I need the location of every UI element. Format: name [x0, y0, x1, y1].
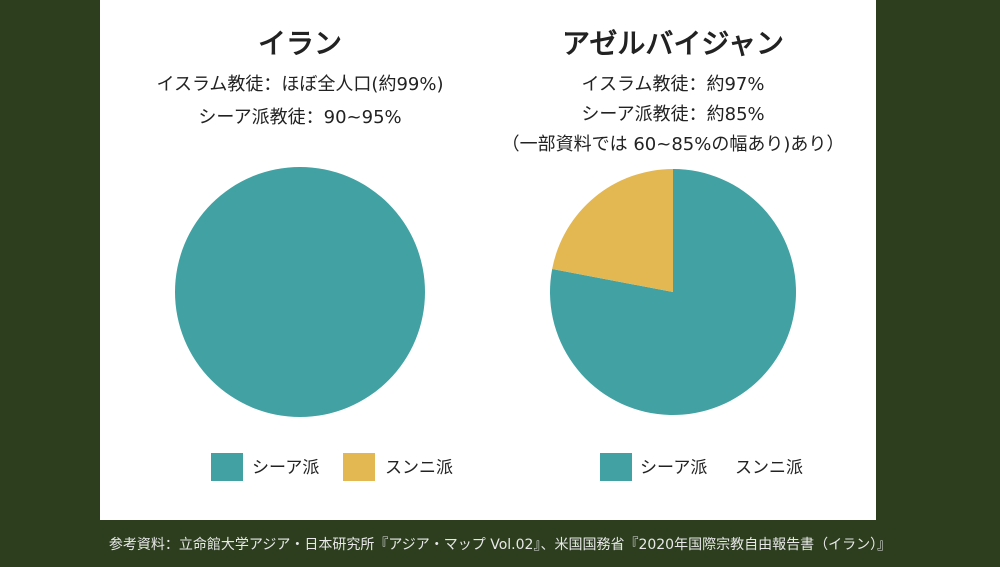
- subtitle: イスラム教徒：約97%: [582, 74, 765, 95]
- legend-swatch: [343, 453, 375, 481]
- legend-label: シーア派: [252, 458, 319, 478]
- pie-slice: [175, 167, 425, 417]
- legend-label: スンニ派: [735, 458, 803, 478]
- legend-label: スンニ派: [385, 458, 453, 478]
- subtitle: イスラム教徒：ほぼ全人口(約99%): [157, 74, 444, 95]
- legend-swatch: [600, 453, 632, 481]
- source-note: 参考資料：立命館大学アジア・日本研究所『アジア・マップ Vol.02』、米国国務…: [109, 536, 891, 553]
- pie-slice: [552, 169, 673, 292]
- subtitle: シーア派教徒：90~95%: [198, 107, 401, 128]
- chart-title: アゼルバイジャン: [562, 27, 784, 60]
- legend-label: シーア派: [640, 458, 707, 478]
- subtitle: シーア派教徒：約85%: [581, 104, 764, 125]
- subtitle: （一部資料では 60~85%の幅あり)あり）: [502, 134, 845, 155]
- chart-title: イラン: [258, 27, 342, 60]
- legend-swatch: [211, 453, 243, 481]
